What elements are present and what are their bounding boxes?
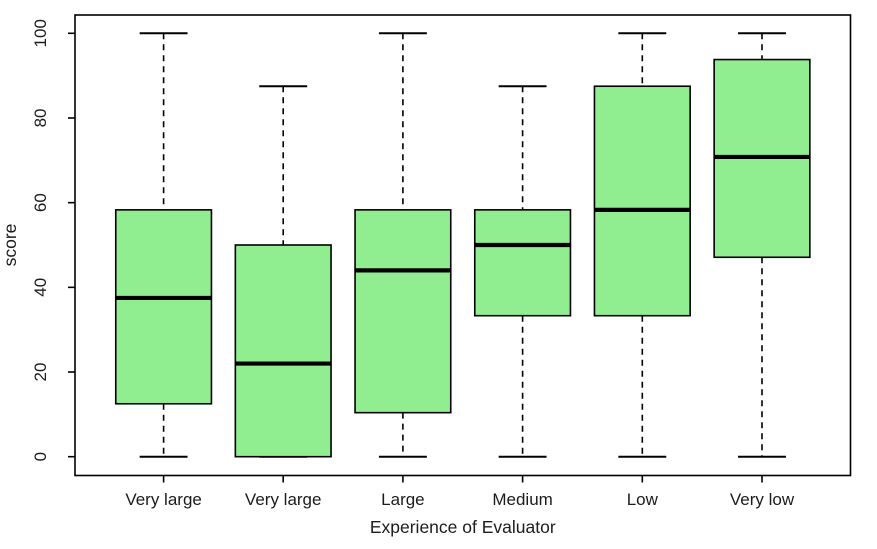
y-tick-label: 40 (31, 278, 50, 297)
boxplot-box (114, 209, 213, 405)
y-axis-label: score (0, 224, 20, 267)
y-tick-label: 80 (31, 108, 50, 127)
boxplot-box (593, 85, 691, 317)
boxplot-box (354, 209, 452, 414)
boxplot-box (234, 244, 332, 458)
y-tick-label: 60 (31, 193, 50, 212)
x-tick-label: Low (627, 490, 659, 509)
x-tick-label: Very low (730, 490, 795, 509)
y-tick-label: 100 (31, 19, 50, 47)
x-tick-label: Large (381, 490, 424, 509)
x-tick-label: Medium (492, 490, 552, 509)
y-tick-label: 0 (31, 452, 50, 461)
x-tick-label: Very large (125, 490, 202, 509)
x-axis-label: Experience of Evaluator (370, 517, 556, 537)
x-tick-label: Very large (245, 490, 322, 509)
boxplot-box (473, 209, 572, 317)
y-tick-label: 20 (31, 363, 50, 382)
plot-frame (74, 14, 852, 477)
